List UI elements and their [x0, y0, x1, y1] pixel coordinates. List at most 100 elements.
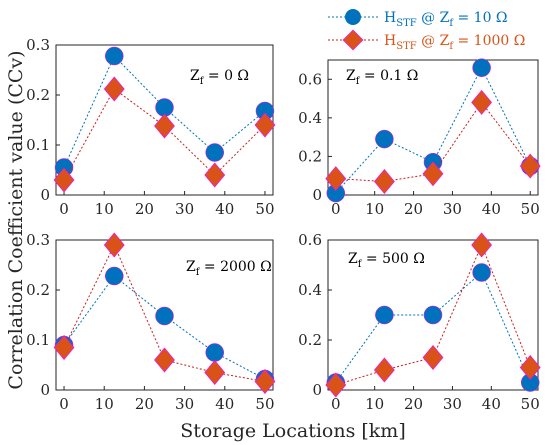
x-tick-label: 10	[365, 200, 384, 218]
x-tick-label: 0	[331, 200, 341, 218]
series-2	[53, 76, 276, 193]
y-tick-label: 0.6	[298, 231, 322, 249]
data-point-circle	[472, 58, 491, 77]
series-2	[53, 232, 276, 394]
data-point-diamond	[422, 345, 444, 370]
subplot-annotation: Zf = 0 Ω	[190, 68, 249, 87]
subplot-annotation: Zf = 2000 Ω	[186, 259, 272, 278]
x-tick-label: 50	[255, 395, 274, 413]
data-point-diamond	[154, 347, 175, 373]
data-point-diamond	[204, 360, 226, 385]
x-tick-label: 30	[175, 200, 194, 218]
y-tick-label: 0	[312, 186, 322, 204]
data-point-circle	[105, 46, 124, 66]
x-tick-label: 30	[175, 395, 194, 413]
data-point-circle	[105, 266, 124, 286]
subplot-annotation: Zf = 0.1 Ω	[346, 68, 418, 87]
data-point-diamond	[519, 355, 541, 380]
y-tick-label: 0.2	[26, 86, 50, 104]
x-tick-label: 10	[95, 395, 114, 413]
x-tick-label: 40	[215, 395, 234, 413]
y-axis-label: Correlation Coefficient value (CCv)	[5, 50, 27, 389]
y-tick-label: 0	[40, 186, 50, 204]
y-tick-label: 0	[312, 381, 322, 399]
x-tick-label: 50	[521, 200, 540, 218]
data-point-diamond	[373, 357, 395, 383]
y-tick-label: 0.3	[26, 231, 50, 249]
series-line	[335, 271, 531, 383]
data-point-diamond	[254, 369, 276, 394]
x-axis-label: Storage Locations [km]	[180, 420, 406, 442]
subplots: 0 10 20 30 40 50 0 0.1 0.2 0.3 Zf = 0 Ω 0 10 20 30 40 50…	[26, 36, 541, 413]
x-tick-label: 40	[482, 200, 501, 218]
legend-entry-1: HSTF @ Zf = 10 Ω	[328, 9, 508, 29]
data-point-diamond	[53, 335, 75, 360]
x-tick-label: 0	[331, 395, 341, 413]
series-1	[326, 263, 540, 392]
x-tick-label: 10	[95, 200, 114, 218]
series-1	[54, 46, 275, 177]
data-point-circle	[375, 129, 394, 149]
subplot-2: 0 10 20 30 40 50 0 0.2 0.4 0.6 Zf = 0.1 Ω	[298, 58, 541, 218]
x-tick-label: 20	[404, 200, 423, 218]
data-point-circle	[205, 343, 224, 362]
x-tick-label: 40	[482, 395, 501, 413]
axes-frame	[55, 44, 274, 196]
axes-frame	[327, 239, 539, 391]
data-point-diamond	[103, 232, 125, 258]
y-tick-label: 0.4	[298, 109, 322, 127]
data-point-diamond	[471, 232, 493, 258]
series-line	[63, 88, 266, 181]
subplot-4: 0 10 20 30 40 50 0 0.2 0.4 0.6 Zf = 500 Ω	[298, 231, 541, 413]
x-tick-label: 0	[59, 395, 69, 413]
y-tick-label: 0.4	[298, 281, 322, 299]
legend: HSTF @ Zf = 10 Ω HSTF @ Zf = 1000 Ω	[328, 9, 525, 52]
x-tick-label: 50	[521, 395, 540, 413]
y-tick-label: 0.6	[298, 70, 322, 88]
legend-label: HSTF @ Zf = 10 Ω	[384, 10, 508, 29]
subplot-3: 0 10 20 30 40 50 0 0.1 0.2 0.3 Zf = 2000 Ω	[26, 231, 276, 413]
data-point-circle	[155, 306, 174, 326]
data-point-diamond	[422, 161, 444, 187]
data-point-diamond	[325, 166, 347, 192]
x-tick-label: 20	[135, 200, 154, 218]
x-tick-label: 30	[443, 200, 462, 218]
series-2	[325, 89, 541, 194]
y-tick-label: 0.2	[26, 281, 50, 299]
data-point-diamond	[254, 112, 276, 138]
data-point-diamond	[325, 372, 347, 398]
y-tick-label: 0	[40, 381, 50, 399]
data-point-circle	[205, 143, 224, 162]
x-tick-label: 40	[215, 200, 234, 218]
y-tick-label: 0.1	[26, 136, 50, 154]
y-tick-label: 0.2	[298, 331, 322, 349]
y-tick-label: 0.3	[26, 36, 50, 54]
legend-label: HSTF @ Zf = 1000 Ω	[384, 33, 525, 52]
legend-entry-2: HSTF @ Zf = 1000 Ω	[328, 29, 525, 52]
x-tick-label: 20	[404, 395, 423, 413]
x-tick-label: 30	[443, 395, 462, 413]
data-point-diamond	[154, 113, 175, 139]
subplot-annotation: Zf = 500 Ω	[348, 251, 425, 270]
x-tick-label: 50	[255, 200, 274, 218]
data-point-diamond	[519, 153, 541, 179]
subplot-1: 0 10 20 30 40 50 0 0.1 0.2 0.3 Zf = 0 Ω	[26, 36, 276, 218]
y-tick-label: 0.1	[26, 331, 50, 349]
series-line	[63, 55, 266, 168]
axes-frame	[55, 239, 274, 391]
x-tick-label: 0	[59, 200, 69, 218]
data-point-diamond	[103, 76, 125, 102]
data-point-diamond	[204, 162, 226, 188]
axes-frame	[327, 59, 539, 196]
data-point-diamond	[53, 167, 75, 193]
data-point-circle	[375, 305, 394, 325]
series-2	[325, 232, 541, 398]
legend-diamond-marker	[342, 29, 364, 51]
series-line	[335, 66, 531, 194]
x-tick-label: 10	[365, 395, 384, 413]
y-tick-label: 0.2	[298, 147, 322, 165]
data-point-diamond	[471, 89, 493, 115]
x-tick-label: 20	[135, 395, 154, 413]
data-point-diamond	[373, 169, 395, 194]
